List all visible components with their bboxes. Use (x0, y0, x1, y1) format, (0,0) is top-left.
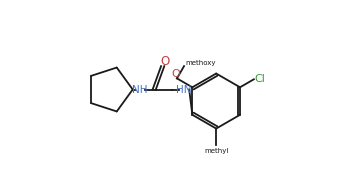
Text: Cl: Cl (255, 74, 266, 84)
Text: O: O (172, 69, 180, 79)
Text: O: O (161, 55, 170, 68)
Text: NH: NH (132, 84, 148, 95)
Text: methyl: methyl (204, 148, 228, 154)
Text: methoxy: methoxy (185, 61, 215, 66)
Text: HN: HN (177, 84, 192, 95)
